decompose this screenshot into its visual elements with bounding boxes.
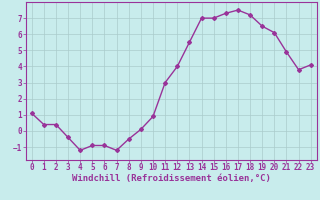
X-axis label: Windchill (Refroidissement éolien,°C): Windchill (Refroidissement éolien,°C) (72, 174, 271, 183)
